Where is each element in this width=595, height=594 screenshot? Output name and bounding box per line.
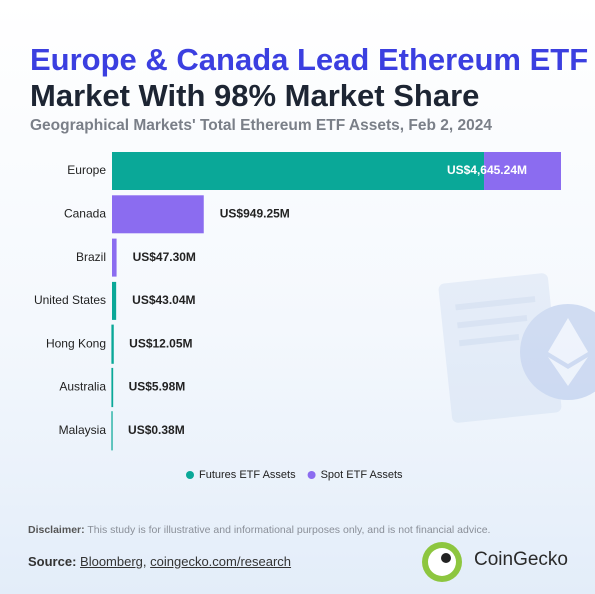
value-label: US$0.38M (128, 423, 185, 437)
y-tick-label: Canada (64, 206, 106, 220)
source-link[interactable]: coingecko.com/research (150, 554, 292, 569)
brand: CoinGecko (474, 549, 568, 570)
title-rest: Market With 98% Market Share (30, 78, 480, 113)
y-tick-label: Europe (67, 163, 106, 177)
y-tick-label: United States (34, 293, 106, 307)
value-label: US$47.30M (133, 250, 196, 264)
chart-title: Europe & Canada Lead Ethereum ETF Market… (30, 42, 590, 114)
value-label: US$949.25M (220, 206, 290, 220)
legend-label: Futures ETF Assets (199, 469, 296, 481)
value-label: US$43.04M (132, 293, 195, 307)
title-highlight: Europe & Canada Lead Ethereum (30, 42, 521, 77)
bar (111, 324, 114, 364)
bar (484, 152, 561, 190)
subtitle: Geographical Markets' Total Ethereum ETF… (30, 117, 492, 134)
source-link[interactable]: Bloomberg (80, 554, 143, 569)
legend-label: Spot ETF Assets (321, 469, 403, 481)
y-tick-label: Hong Kong (46, 336, 106, 350)
bar (112, 238, 117, 277)
y-tick-label: Brazil (76, 250, 106, 264)
decor (438, 273, 595, 423)
value-label: US$4,645.24M (447, 163, 527, 177)
bar (112, 281, 117, 320)
value-label: US$5.98M (129, 380, 186, 394)
y-tick-label: Australia (59, 380, 106, 394)
disclaimer-label: Disclaimer: (28, 524, 85, 536)
source: Source: Bloomberg, coingecko.com/researc… (28, 554, 292, 569)
value-label: US$12.05M (129, 336, 192, 350)
disclaimer-text: This study is for illustrative and infor… (87, 524, 491, 536)
bar (111, 367, 114, 408)
logo (422, 542, 462, 582)
y-tick-label: Malaysia (59, 423, 107, 437)
source-label: Source: (28, 554, 77, 569)
bar (112, 152, 485, 190)
title-highlight: ETF (529, 42, 589, 77)
legend-swatch (307, 471, 316, 479)
bar (112, 195, 204, 234)
legend-swatch (186, 471, 194, 479)
disclaimer: Disclaimer: This study is for illustrati… (28, 524, 490, 536)
